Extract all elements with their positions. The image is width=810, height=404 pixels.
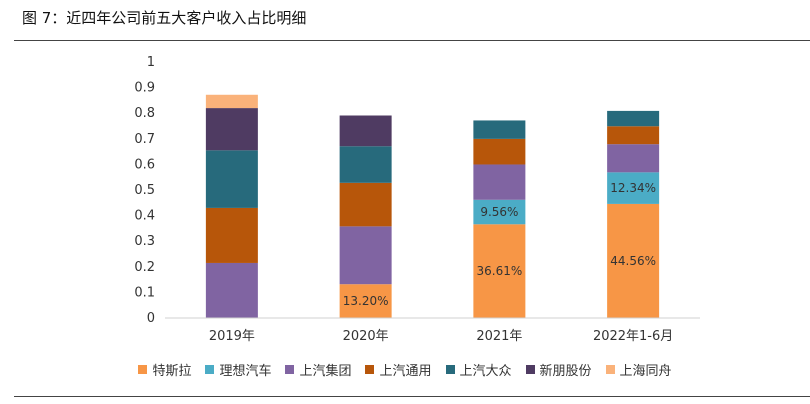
legend-label: 上汽通用	[379, 364, 432, 379]
legend-item: 上汽集团	[285, 360, 351, 379]
y-tick-label: 0.3	[134, 234, 155, 249]
legend-label: 上汽大众	[459, 364, 512, 379]
bar-segment-2-4	[473, 120, 526, 139]
legend-item: 上汽大众	[445, 360, 512, 379]
legend-label: 特斯拉	[152, 364, 192, 379]
legend-label: 新朋股份	[539, 364, 592, 379]
bar-segment-3-4	[607, 110, 660, 127]
bar-segment-1-3	[339, 182, 392, 227]
legend-swatch	[605, 365, 615, 374]
legend-swatch	[205, 365, 215, 374]
bar-segment-2-2	[473, 164, 526, 200]
x-tick-label: 2020年	[343, 329, 389, 344]
legend-item: 理想汽车	[205, 360, 271, 379]
legend-swatch	[365, 365, 375, 374]
bar-segment-0-4	[205, 150, 258, 208]
y-tick-label: 1	[147, 55, 155, 70]
y-tick-label: 0.7	[134, 132, 155, 147]
data-label: 44.56%	[610, 254, 656, 268]
y-tick-label: 0.1	[134, 285, 155, 300]
x-tick-label: 2019年	[209, 329, 255, 344]
bar-segment-1-5	[339, 115, 392, 147]
y-tick-label: 0.2	[134, 260, 155, 275]
bar-segment-2-3	[473, 138, 526, 165]
y-tick-label: 0.4	[134, 209, 155, 224]
bar-segment-3-3	[607, 126, 660, 145]
y-tick-label: 0	[147, 311, 155, 326]
legend-label: 上汽集团	[299, 364, 352, 379]
y-tick-label: 0.6	[134, 157, 155, 172]
bar-segment-3-0	[607, 203, 660, 318]
top-rule	[14, 40, 810, 41]
bar-segment-0-6	[205, 94, 258, 109]
legend-swatch	[525, 365, 535, 374]
bar-segment-3-1	[607, 172, 660, 204]
y-tick-label: 0.9	[134, 81, 155, 96]
data-label: 36.61%	[476, 264, 522, 278]
legend-item: 新朋股份	[525, 360, 592, 379]
legend-label: 上海同舟	[619, 364, 672, 379]
bar-segment-0-2	[205, 262, 258, 318]
legend-label: 理想汽车	[219, 364, 272, 379]
legend-swatch	[445, 365, 455, 374]
data-label: 13.20%	[343, 294, 389, 308]
data-label: 12.34%	[610, 181, 656, 195]
bar-segment-2-1	[473, 199, 526, 225]
bar-segment-0-5	[205, 108, 258, 151]
chart-legend: 特斯拉 理想汽车 上汽集团 上汽通用 上汽大众 新朋股份 上海同舟	[0, 360, 810, 379]
bar-segment-1-0	[339, 284, 392, 318]
legend-item: 上汽通用	[365, 360, 432, 379]
legend-swatch	[285, 365, 295, 374]
x-tick-label: 2021年	[476, 329, 522, 344]
legend-item: 特斯拉	[138, 360, 191, 379]
bottom-rule	[14, 396, 810, 397]
x-tick-label: 2022年1-6月	[593, 329, 673, 344]
legend-item: 上海同舟	[605, 360, 672, 379]
bar-segment-3-2	[607, 144, 660, 173]
bar-segment-1-4	[339, 146, 392, 183]
figure-title: 图 7：近四年公司前五大客户收入占比明细	[22, 9, 307, 27]
y-tick-label: 0.8	[134, 106, 155, 121]
data-label: 9.56%	[480, 205, 518, 219]
bar-segment-2-0	[473, 224, 526, 318]
bar-segment-1-2	[339, 226, 392, 285]
y-tick-label: 0.5	[134, 183, 155, 198]
legend-swatch	[138, 365, 148, 374]
bar-segment-0-3	[205, 207, 258, 263]
